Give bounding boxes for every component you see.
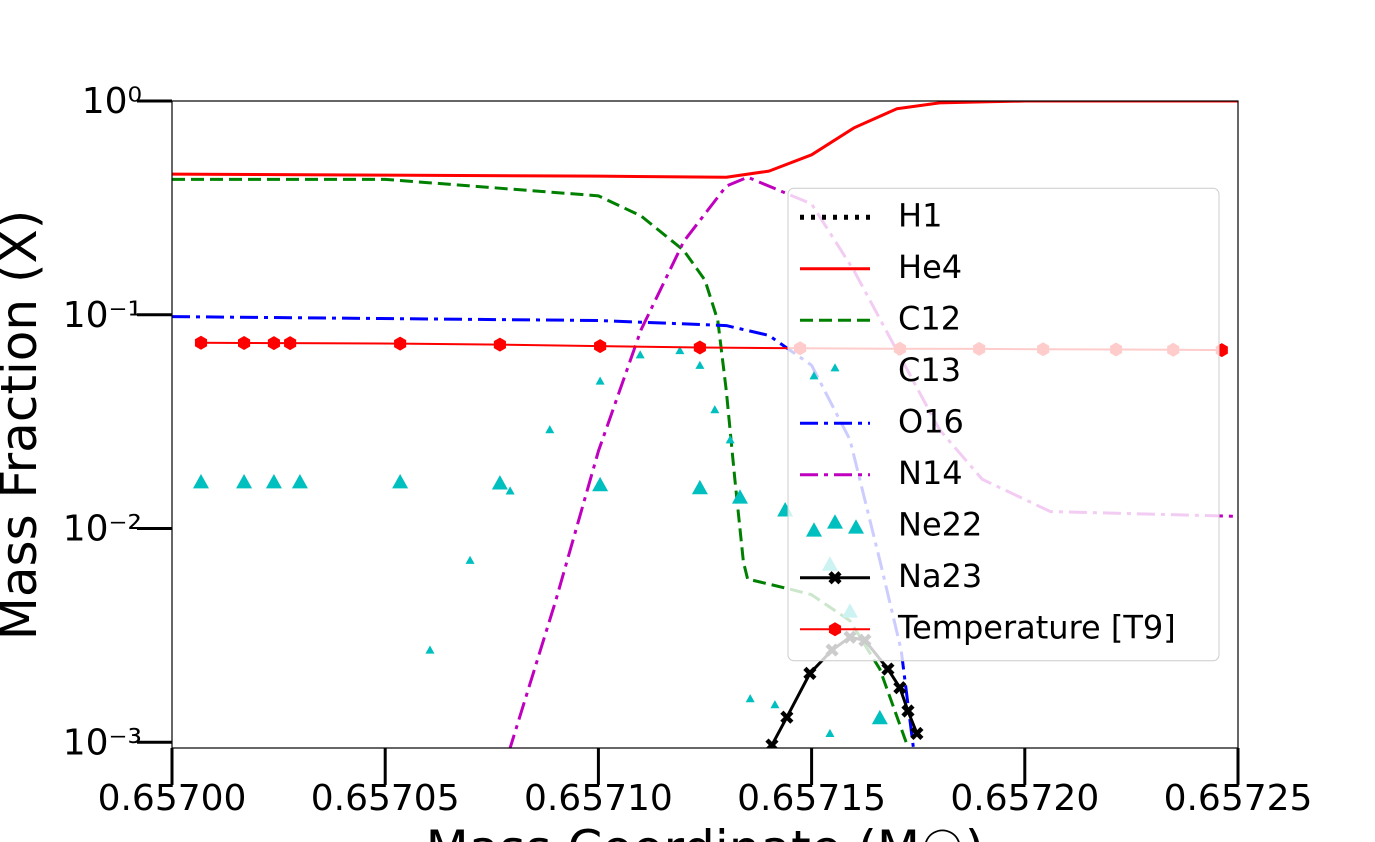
marker-triangle [809,371,819,380]
marker-hexagon [693,340,706,355]
legend: H1 He4 C12 C13 O16 N14 Ne22 Na23 Temperature [T9… [787,187,1220,662]
marker-triangle [691,479,708,495]
y-tick-label: 10⁻¹ [63,295,142,336]
legend-label: O16 [898,402,964,440]
legend-label: Ne22 [898,505,982,543]
marker-triangle [725,435,735,444]
legend-label: Temperature [T9] [897,608,1176,646]
marker-triangle [827,514,843,529]
legend-label: C12 [898,299,961,337]
marker-triangle [236,474,253,489]
plot-frame [171,100,1239,749]
marker-triangle [291,474,308,489]
marker-triangle [595,376,605,385]
y-tick-label: 10⁰ [82,81,142,122]
marker-triangle [394,747,396,748]
marker-hexagon [493,337,506,352]
marker-triangle [192,474,209,489]
legend-label: N14 [898,454,963,492]
marker-triangle [592,476,609,492]
marker-triangle [731,489,748,504]
marker-hexagon [267,336,280,351]
marker-x [780,710,794,724]
marker-hexagon [194,335,208,350]
marker-triangle [710,405,720,414]
marker-x [893,681,907,695]
marker-triangle [465,555,475,564]
x-axis-label: Mass Coordinate (M☉) [426,820,985,842]
marker-triangle [505,486,515,495]
marker-triangle [265,474,282,489]
marker-hexagon [594,339,607,354]
marker-x [828,571,842,585]
marker-triangle [695,360,705,369]
legend-label: C13 [898,351,961,389]
marker-triangle [675,346,685,355]
marker-triangle [491,475,508,490]
x-tick-label: 0.65705 [311,778,460,819]
marker-x [803,666,817,680]
marker-triangle [830,363,840,372]
marker-triangle [545,425,555,434]
x-tick-label: 0.65715 [737,778,886,819]
x-tick-label: 0.65700 [98,778,247,819]
marker-x [901,704,915,718]
marker-triangle [635,350,645,359]
marker-hexagon [284,336,297,351]
legend-label: H1 [898,196,942,234]
legend-label: He4 [898,248,962,286]
marker-triangle [770,700,780,709]
x-tick-label: 0.65710 [524,778,673,819]
marker-x [765,738,779,748]
marker-hexagon [828,622,842,637]
x-tick-label: 0.65720 [950,778,1099,819]
marker-triangle [871,709,888,725]
axes: 0.65700 0.65705 0.65710 0.65715 0.65720 0.657… [63,81,1313,819]
y-tick-label: 10⁻² [63,509,142,550]
marker-triangle [848,519,864,534]
marker-triangle [392,474,409,489]
series-line [172,101,1238,179]
marker-x [881,662,895,676]
x-tick-label: 0.65725 [1164,778,1313,819]
legend-label: Na23 [898,557,982,595]
marker-triangle [425,645,435,654]
y-axis-label: Mass Fraction (X) [0,210,48,641]
marker-x [910,726,924,740]
legend-box [787,187,1220,662]
marker-triangle [745,694,755,703]
marker-triangle [806,522,822,537]
marker-hexagon [394,336,407,351]
y-tick-label: 10⁻³ [63,722,142,763]
marker-triangle [825,728,835,738]
marker-hexagon [237,335,251,350]
